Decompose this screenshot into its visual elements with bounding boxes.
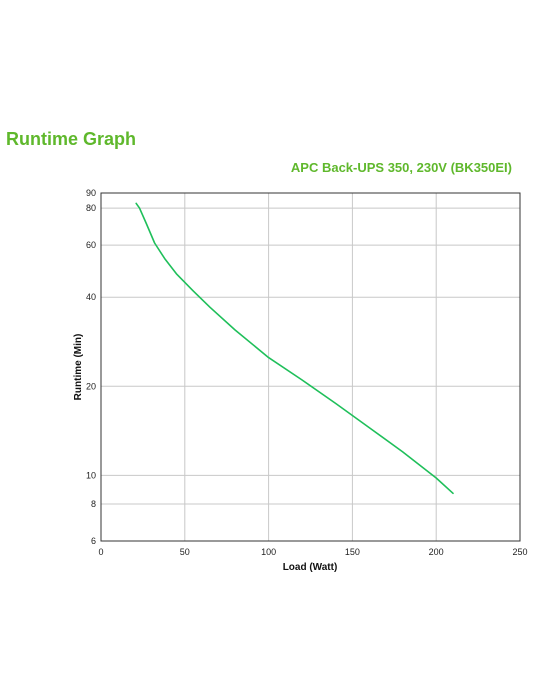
x-tick-label: 150 [345, 547, 360, 557]
chart-title: APC Back-UPS 350, 230V (BK350EI) [290, 160, 512, 175]
y-tick-label: 90 [86, 188, 96, 198]
x-tick-label: 0 [98, 547, 103, 557]
runtime-series-line [135, 202, 454, 495]
y-tick-label: 8 [91, 499, 96, 509]
grid-lines [100, 192, 521, 542]
page-title: Runtime Graph [6, 129, 137, 149]
x-axis-label: Load (Watt) [283, 562, 338, 573]
y-tick-label: 60 [86, 240, 96, 250]
y-axis-label: Runtime (Min) [73, 334, 84, 401]
x-tick-label: 200 [429, 547, 444, 557]
tick-labels: 0 50 100 150 200 250 6 8 10 20 40 60 80 90 [86, 188, 528, 557]
x-tick-label: 250 [512, 547, 527, 557]
y-tick-label: 40 [86, 292, 96, 302]
x-tick-label: 100 [261, 547, 276, 557]
y-tick-label: 10 [86, 470, 96, 480]
y-tick-label: 80 [86, 203, 96, 213]
x-tick-label: 50 [180, 547, 190, 557]
y-tick-label: 6 [91, 536, 96, 546]
plot-frame [100, 192, 521, 542]
y-tick-label: 20 [86, 381, 96, 391]
